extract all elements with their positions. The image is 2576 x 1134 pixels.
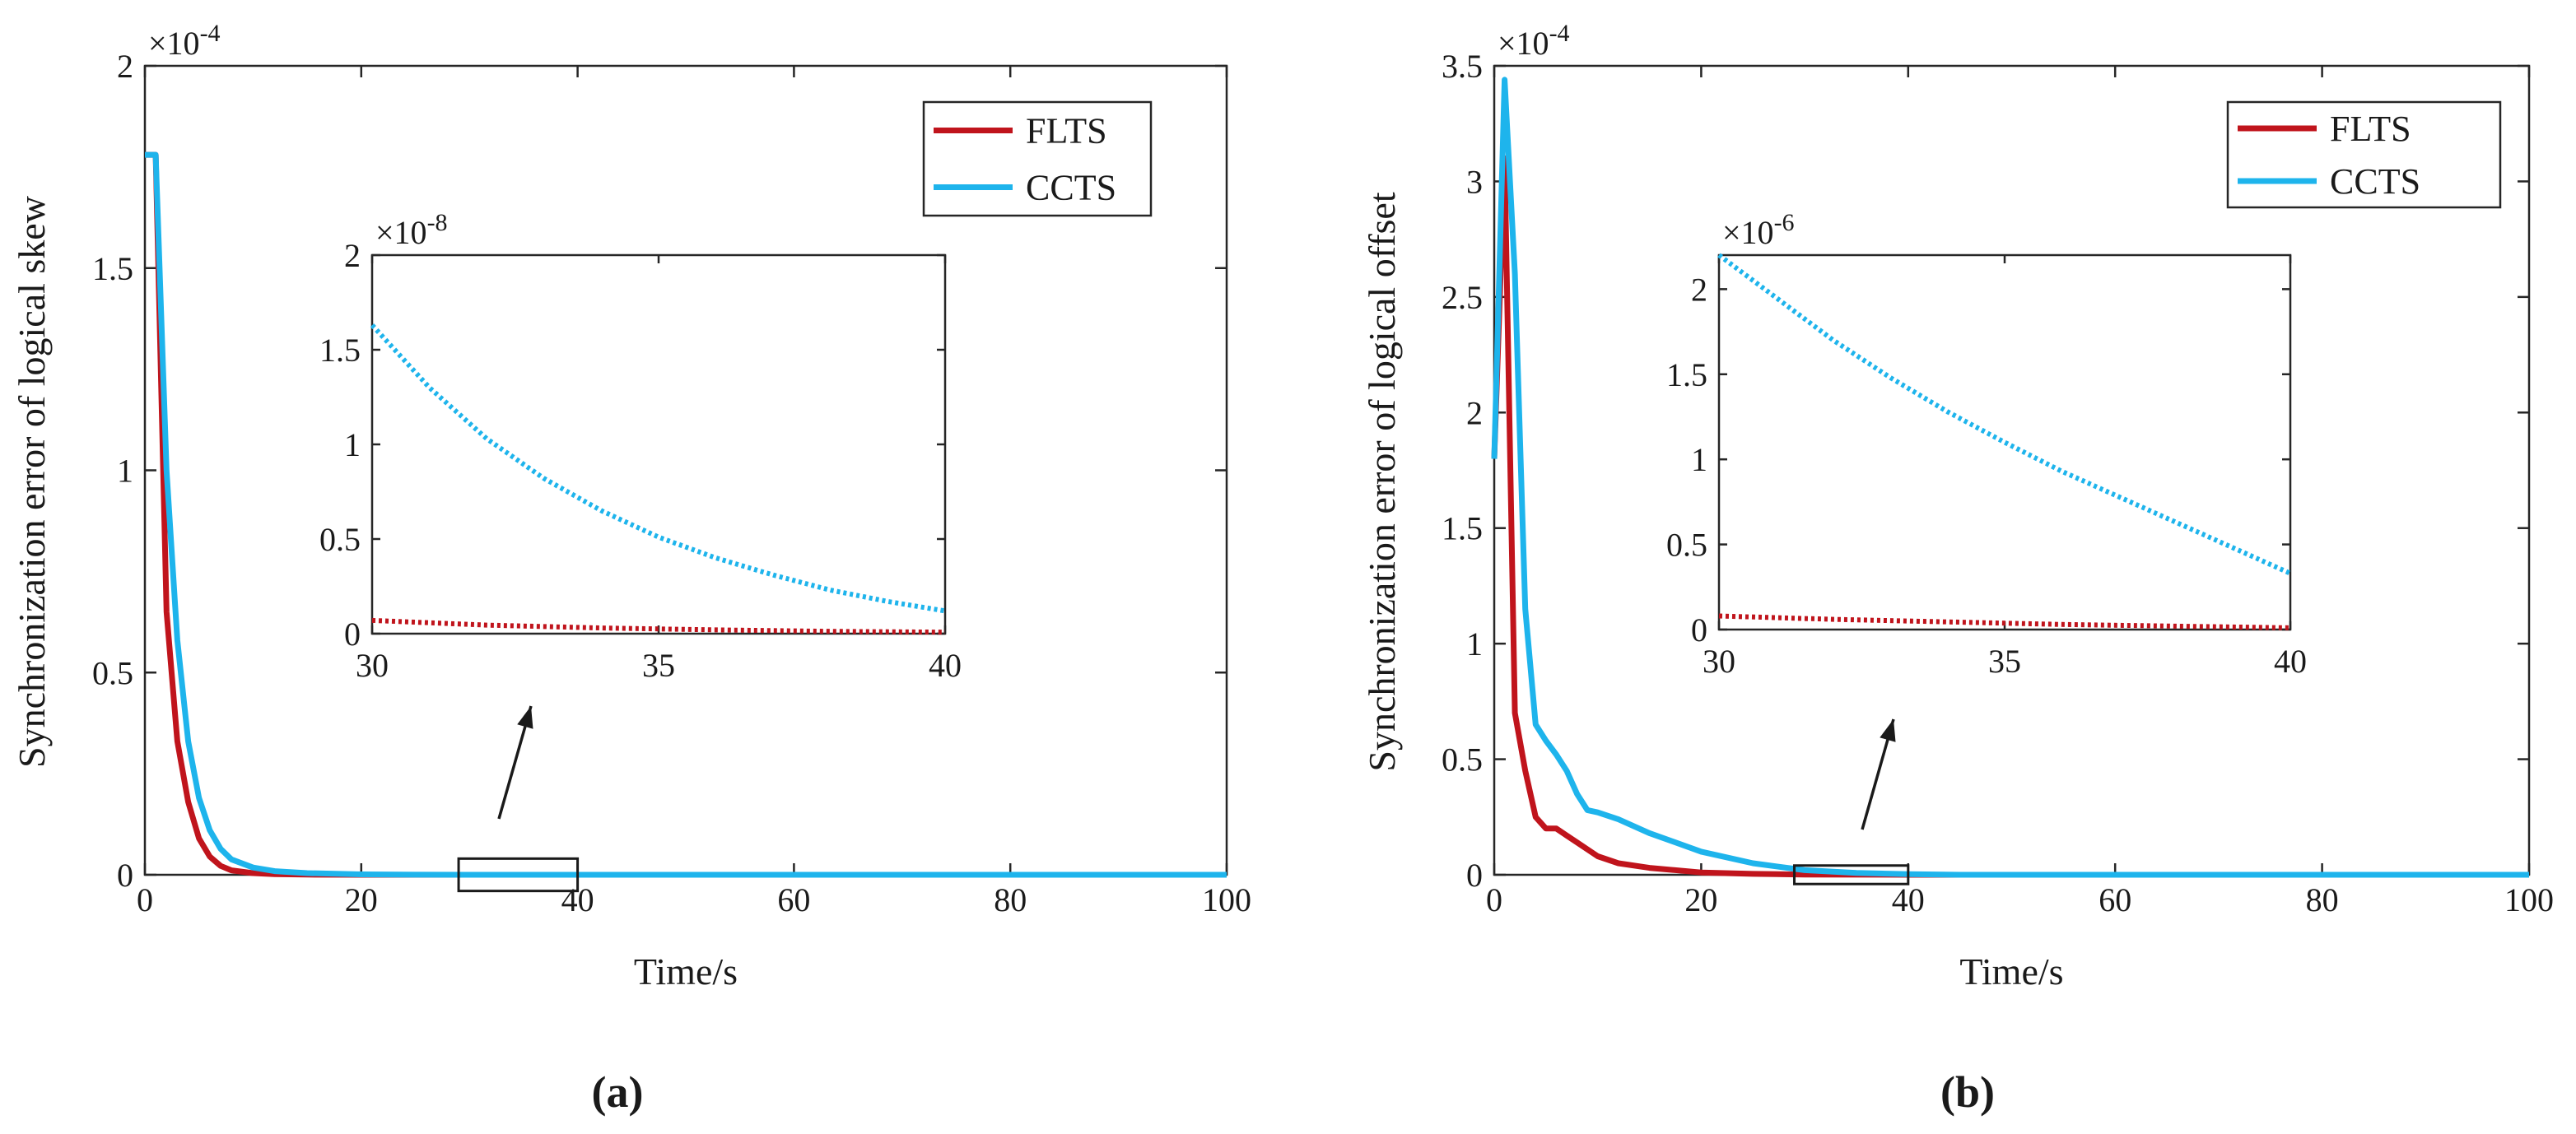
a-inset-plot-frame <box>370 253 947 635</box>
b-series-line-ccts <box>1491 77 2529 878</box>
panel-a: (a) 0 20 40 60 80 10000.511.52×10-4Time/sSync… <box>11 20 1251 1117</box>
b-inset-y-tick-label: 0 <box>1691 611 1707 648</box>
a-series-line-flts <box>145 151 1227 878</box>
b-y-tick-label: 0 <box>1466 857 1483 894</box>
b-exponent-label: ×10-4 <box>1498 20 1570 62</box>
panel-b: (b) 0 20 40 60 80 10000.511.522.533.5×10-4Tim… <box>1361 20 2554 1117</box>
b-legend-box <box>2226 100 2502 209</box>
a-x-tick-label: 80 <box>994 881 1027 918</box>
b-x-axis-label: Time/s <box>1959 950 2063 992</box>
b-x-tick-label: 60 <box>2099 881 2131 918</box>
a-x-tick-label: 20 <box>345 881 378 918</box>
b-inset-x-tick-label: 30 <box>1703 643 1735 680</box>
b-y-tick-label: 1.5 <box>1442 510 1483 547</box>
a-legend-label-ccts: CCTS <box>1026 168 1116 208</box>
b-x-tick-label: 40 <box>1892 881 1925 918</box>
a-inset-x-tick-label: 35 <box>642 647 675 684</box>
b-inset-series-line-ccts <box>1717 253 2292 576</box>
b-x-tick-label: 0 <box>1486 881 1502 918</box>
b-zoom-arrow-head <box>1880 719 1896 742</box>
a-x-axis-label: Time/s <box>634 950 738 992</box>
b-y-tick-label: 2 <box>1466 394 1483 431</box>
b-y-tick-label: 3 <box>1466 163 1483 200</box>
b-inset-y-tick-label: 2 <box>1691 271 1707 308</box>
a-y-tick-label: 1 <box>117 453 133 490</box>
b-inset-plot-frame <box>1717 253 2292 631</box>
a-inset-y-tick-label: 0.5 <box>319 521 361 558</box>
a-zoom-region-box <box>457 857 580 893</box>
a-inset-exponent-label: ×10-8 <box>375 209 448 251</box>
b-x-tick-label: 80 <box>2306 881 2339 918</box>
panel-label-a: (a) <box>592 1067 644 1117</box>
a-inset-y-tick-label: 1 <box>344 426 361 463</box>
a-inset-y-tick-label: 1.5 <box>319 332 361 369</box>
a-legend-label-flts: FLTS <box>1026 111 1107 151</box>
b-y-tick-label: 1 <box>1466 625 1483 662</box>
b-inset-x-tick-label: 35 <box>1988 643 2021 680</box>
b-zoom-region-box <box>1793 864 1910 885</box>
a-y-tick-label: 0.5 <box>92 654 133 691</box>
b-inset-y-tick-label: 0.5 <box>1666 527 1707 564</box>
b-legend-label-flts: FLTS <box>2330 109 2411 149</box>
a-inset-x-tick-label: 30 <box>356 647 389 684</box>
a-x-tick-label: 0 <box>137 881 153 918</box>
b-x-tick-label: 20 <box>1684 881 1717 918</box>
b-y-tick-label: 0.5 <box>1442 741 1483 778</box>
a-legend-box <box>922 100 1153 217</box>
b-x-tick-label: 100 <box>2504 881 2554 918</box>
a-exponent-label: ×10-4 <box>148 20 221 62</box>
b-inset-exponent-label: ×10-6 <box>1722 209 1795 251</box>
a-x-tick-label: 100 <box>1202 881 1251 918</box>
a-zoom-arrow-head <box>517 706 533 729</box>
b-inset-y-tick-label: 1 <box>1691 441 1707 478</box>
a-inset-series-line-ccts <box>370 323 946 614</box>
b-legend-label-ccts: CCTS <box>2330 161 2420 202</box>
a-y-tick-label: 0 <box>117 857 133 894</box>
b-y-tick-label: 2.5 <box>1442 279 1483 316</box>
b-y-axis-label: Synchronization error of logical offset <box>1361 192 1403 771</box>
b-inset-x-tick-label: 40 <box>2274 643 2307 680</box>
b-y-tick-label: 3.5 <box>1442 48 1483 85</box>
a-inset-y-tick-label: 2 <box>344 237 361 274</box>
b-inset-y-tick-label: 1.5 <box>1666 356 1707 393</box>
a-y-axis-label: Synchronization error of logical skew <box>11 195 53 768</box>
a-y-tick-label: 2 <box>117 48 133 85</box>
a-y-tick-label: 1.5 <box>92 250 133 287</box>
b-series-line-flts <box>1491 155 2529 878</box>
a-inset-x-tick-label: 40 <box>929 647 962 684</box>
a-x-tick-label: 60 <box>777 881 810 918</box>
panel-label-b: (b) <box>1940 1067 1995 1117</box>
a-inset-y-tick-label: 0 <box>344 616 361 653</box>
b-inset-series-line-flts <box>1718 613 2291 630</box>
a-series-line-ccts <box>145 151 1227 878</box>
